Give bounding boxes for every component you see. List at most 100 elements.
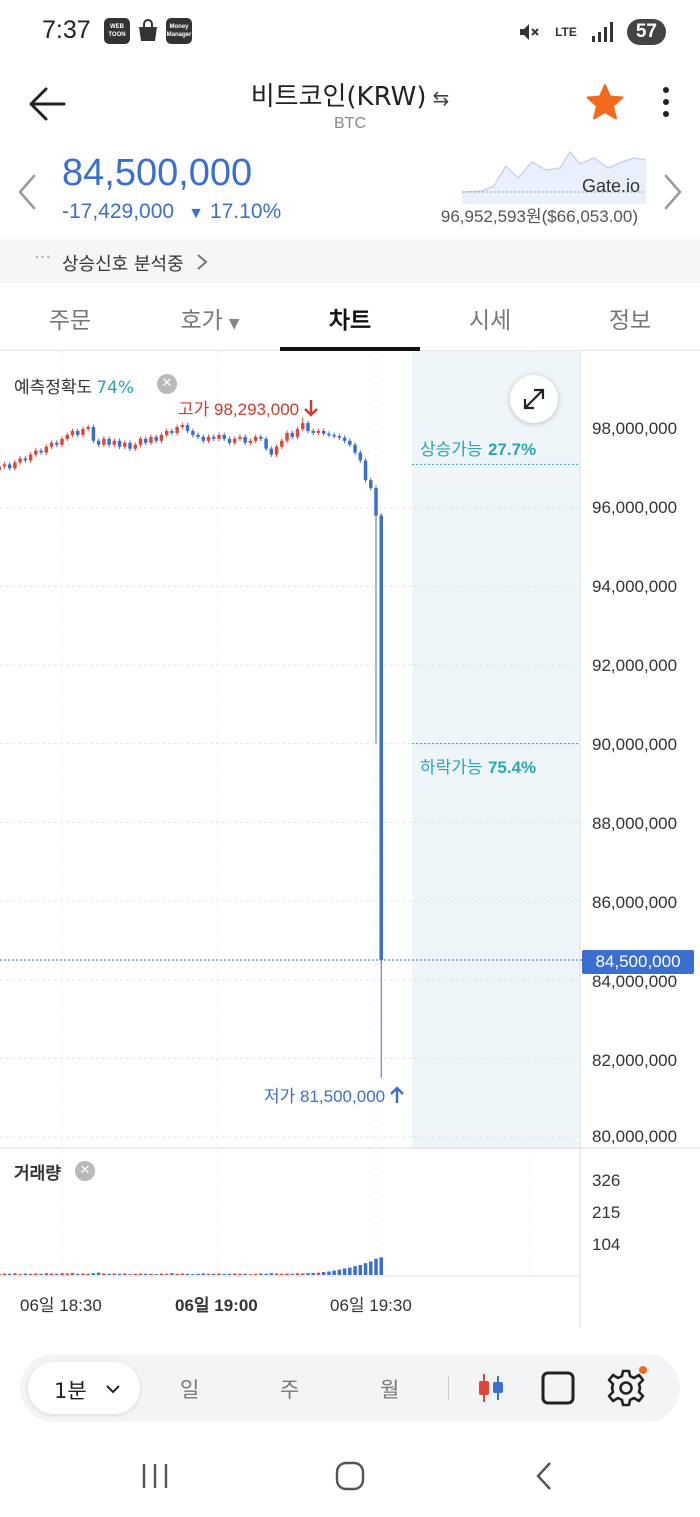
period-day[interactable]: 일: [180, 1378, 200, 1402]
title-block[interactable]: 비트코인(KRW) ⇆ BTC: [0, 76, 700, 133]
high-label-text: 고가: [178, 400, 210, 420]
candle-body: [369, 480, 373, 488]
volume-bar: [227, 1273, 232, 1275]
expand-chart-button[interactable]: [510, 375, 558, 423]
candle-body: [212, 436, 216, 439]
candle-body: [353, 444, 357, 453]
volume-bar: [7, 1273, 12, 1275]
volume-bar: [300, 1273, 305, 1275]
y-tick: 94,000,000: [592, 577, 678, 596]
drawing-tool-icon[interactable]: [540, 1370, 576, 1406]
y-tick: 98,000,000: [592, 419, 678, 438]
tab-market-price[interactable]: 시세: [420, 283, 560, 351]
candlestick-icon[interactable]: [476, 1372, 506, 1404]
candle-body: [342, 437, 347, 441]
candle-body: [154, 436, 158, 441]
forecast-region: [412, 351, 580, 1148]
candle-body: [123, 442, 127, 447]
current-price-tag: 84,500,000: [582, 950, 694, 974]
volume-bar: [316, 1272, 321, 1275]
chevron-right-icon[interactable]: [196, 253, 208, 271]
candle-body: [34, 450, 38, 455]
volume-bar: [154, 1274, 158, 1275]
signal-banner[interactable]: ··· 상승신호 분석중: [0, 239, 700, 283]
notification-dot: [639, 1366, 647, 1374]
gear-icon[interactable]: [606, 1368, 646, 1408]
more-options-icon[interactable]: [652, 82, 680, 122]
candle-body: [259, 436, 263, 439]
period-month[interactable]: 월: [380, 1378, 400, 1402]
fall-label-text: 하락가능: [420, 758, 483, 778]
volume-bar: [280, 1273, 284, 1275]
chart-area[interactable]: 예측정확도 74% ✕ 고가 98,293,000 상승가능 27.7% 하락가능…: [0, 351, 700, 1328]
candle-body: [102, 438, 106, 445]
tab-chart-label: 차트: [328, 308, 372, 334]
accuracy-value: 74%: [96, 378, 134, 398]
change-percent: 17.10%: [209, 200, 282, 223]
candle-body: [327, 433, 331, 436]
volume-bar: [232, 1273, 237, 1275]
candle-body: [91, 427, 96, 441]
y-tick: 86,000,000: [592, 893, 678, 912]
exchange-name: Gate.io: [582, 176, 641, 196]
signal-text[interactable]: 상승신호 분석중: [62, 254, 184, 275]
candle-body: [191, 430, 195, 435]
volume-bar: [363, 1263, 368, 1275]
volume-bar: [65, 1273, 69, 1275]
home-icon[interactable]: [334, 1460, 366, 1492]
candle-body: [285, 432, 289, 441]
system-navigation-bar: [0, 1440, 700, 1517]
close-accuracy-icon[interactable]: ✕: [157, 374, 177, 394]
candle-body: [44, 446, 49, 453]
signal-dots-icon: ···: [34, 247, 52, 268]
volume-bar: [248, 1274, 253, 1275]
shopping-bag-icon: [139, 19, 157, 41]
arrow-down-icon: [303, 400, 318, 417]
interval-select[interactable]: 1분: [28, 1362, 140, 1414]
close-volume-icon[interactable]: ✕: [75, 1161, 95, 1181]
back-arrow-icon[interactable]: [26, 84, 70, 124]
volume-bar: [86, 1273, 90, 1275]
candle-body: [290, 432, 295, 437]
volume-bar: [253, 1273, 258, 1275]
system-back-icon[interactable]: [534, 1460, 554, 1492]
tab-info[interactable]: 정보: [560, 283, 700, 351]
candle-body: [332, 434, 336, 437]
volume-bar: [206, 1273, 211, 1275]
candle-body: [60, 438, 64, 445]
price-panel: 84,500,000 -17,429,000 ▼ 17.10% Gate.io 96…: [0, 142, 700, 238]
rise-probability: 상승가능 27.7%: [420, 435, 536, 460]
volume-bar: [159, 1273, 164, 1275]
volume-bar: [196, 1273, 200, 1275]
volume-bar: [274, 1273, 279, 1275]
tab-orderbook[interactable]: 호가 ▼: [140, 283, 280, 351]
next-coin-chevron-icon[interactable]: [660, 172, 686, 212]
swap-icon[interactable]: ⇆: [432, 86, 450, 110]
candle-body: [81, 429, 85, 435]
caret-down-icon: ▼: [228, 316, 240, 332]
volume-bar: [327, 1271, 331, 1275]
volume-bar: [70, 1272, 75, 1275]
x-tick: 06일 19:30: [330, 1296, 412, 1315]
recent-apps-icon[interactable]: [140, 1462, 170, 1490]
candle-body: [128, 442, 132, 449]
candle-body: [55, 442, 59, 445]
volume-bar: [44, 1273, 49, 1275]
candle-body: [13, 462, 17, 469]
volume-y-tick: 215: [592, 1203, 621, 1222]
tab-chart[interactable]: 차트: [280, 283, 420, 351]
period-week[interactable]: 주: [280, 1378, 300, 1402]
candle-body: [180, 425, 185, 428]
tab-order[interactable]: 주문: [0, 283, 140, 351]
coin-title[interactable]: 비트코인(KRW): [250, 82, 427, 112]
prev-coin-chevron-icon[interactable]: [14, 172, 40, 212]
candle-body: [107, 438, 111, 445]
favorite-star-icon[interactable]: [585, 82, 625, 122]
volume-bar: [332, 1270, 336, 1275]
price-chart[interactable]: [0, 351, 700, 1328]
tab-order-label: 주문: [48, 308, 92, 334]
signal-icon: [591, 22, 613, 42]
volume-bar: [243, 1273, 247, 1275]
candle-body: [28, 454, 33, 461]
candle-body: [264, 438, 268, 449]
